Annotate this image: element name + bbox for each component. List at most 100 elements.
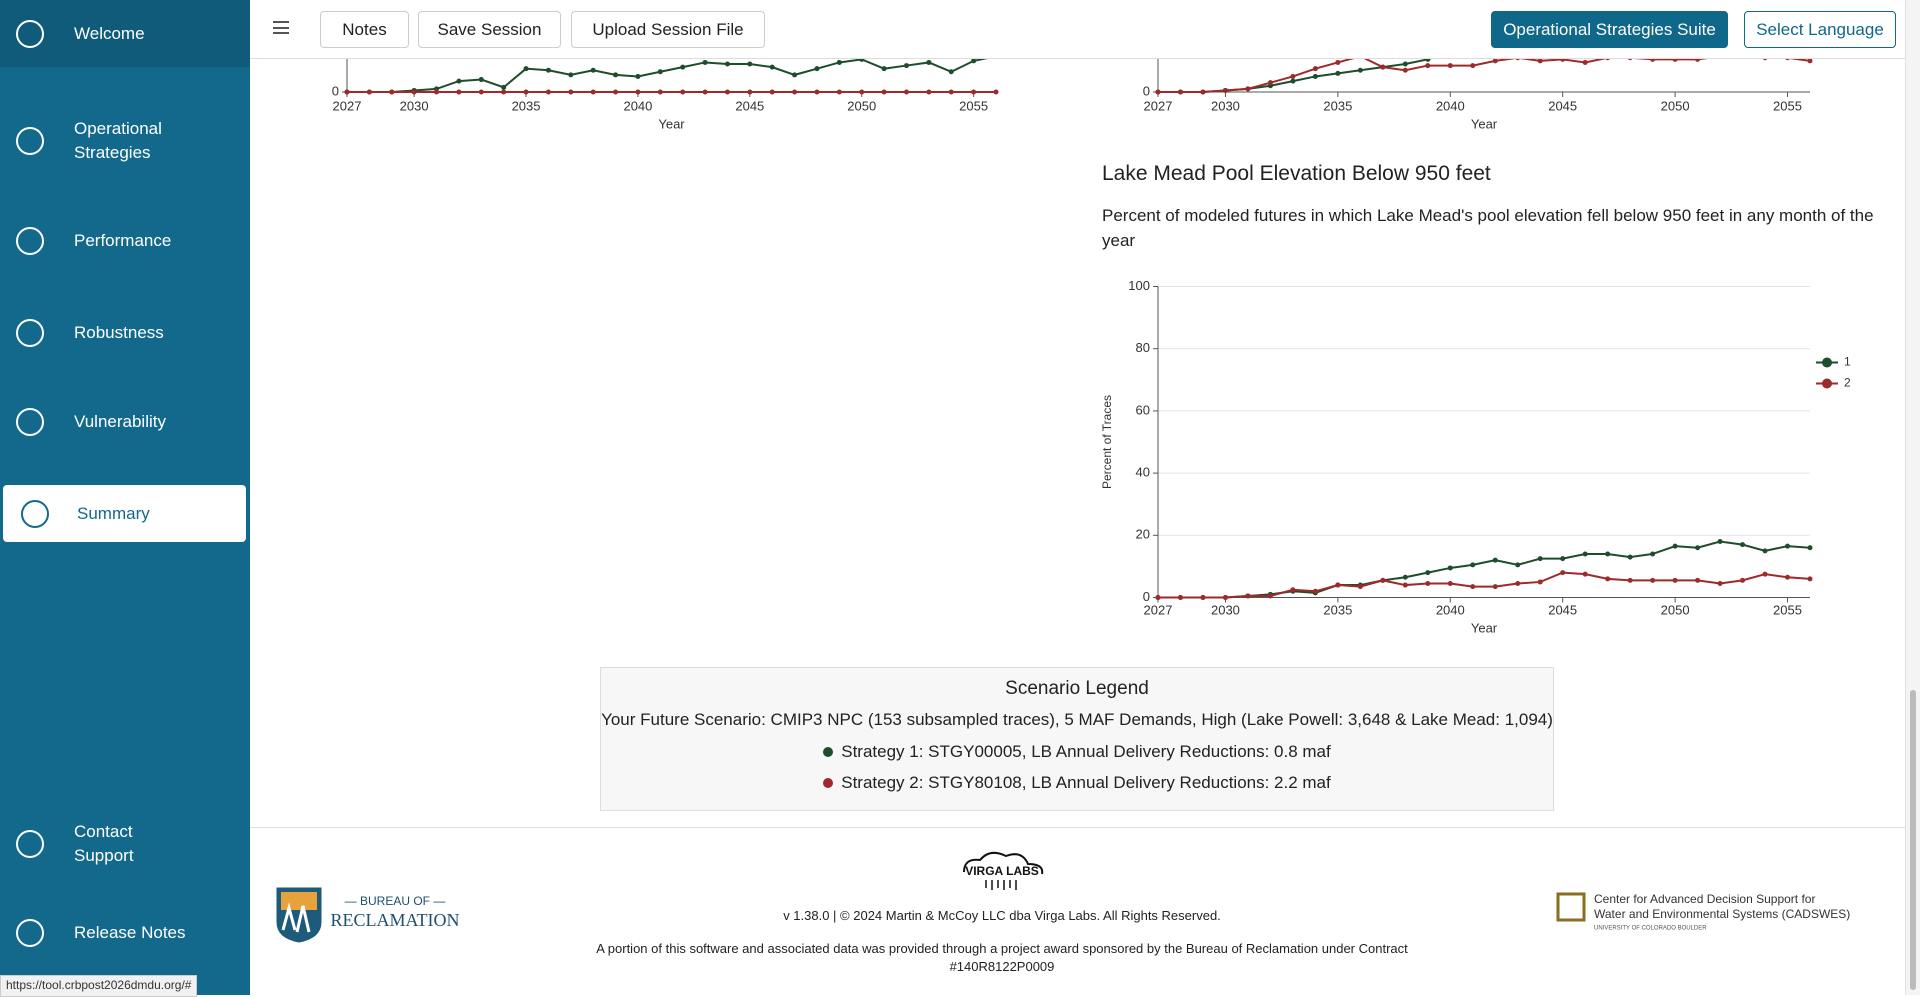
data-point bbox=[1447, 581, 1453, 587]
data-point bbox=[1515, 562, 1521, 568]
y-axis-label: Percent of Traces bbox=[1100, 395, 1114, 489]
x-tick-label: 2035 bbox=[1323, 602, 1352, 617]
data-point bbox=[590, 89, 596, 95]
data-point bbox=[1650, 577, 1656, 583]
data-point bbox=[1740, 577, 1746, 583]
x-tick-label: 2050 bbox=[1661, 602, 1690, 617]
scenario-text: Your Future Scenario: CMIP3 NPC (153 sub… bbox=[601, 710, 1553, 729]
data-point bbox=[1492, 557, 1498, 563]
cadswes-university: UNIVERSITY OF COLORADO BOULDER bbox=[1594, 926, 1707, 932]
cadswes-line: Water and Environmental Systems (CADSWES… bbox=[1594, 907, 1850, 921]
data-point bbox=[434, 89, 440, 95]
data-point bbox=[926, 89, 932, 95]
nav-item[interactable]: Release Notes bbox=[0, 905, 250, 961]
data-point bbox=[1515, 581, 1521, 587]
data-point bbox=[1650, 551, 1656, 557]
x-tick-label: 2045 bbox=[1548, 98, 1577, 113]
data-point bbox=[545, 89, 551, 95]
data-point bbox=[1447, 565, 1453, 571]
nav-label: Contact Support bbox=[74, 822, 134, 865]
x-axis-label: Year bbox=[1471, 116, 1498, 131]
x-axis-label: Year bbox=[658, 116, 685, 131]
data-point bbox=[814, 89, 820, 95]
suite-button[interactable]: Operational Strategies Suite bbox=[1491, 11, 1728, 48]
data-point bbox=[1402, 582, 1408, 588]
data-point bbox=[814, 66, 820, 72]
data-point bbox=[657, 69, 663, 75]
x-tick-label: 2050 bbox=[847, 98, 876, 113]
data-point bbox=[747, 61, 753, 67]
data-point bbox=[389, 89, 395, 95]
data-point bbox=[456, 89, 462, 95]
data-point bbox=[1380, 577, 1386, 583]
y-tick-label: 0 bbox=[1143, 589, 1150, 604]
menu-toggle[interactable] bbox=[273, 21, 289, 34]
data-point bbox=[1290, 587, 1296, 593]
data-point bbox=[1717, 581, 1723, 587]
data-point bbox=[1155, 595, 1161, 600]
series-line bbox=[1158, 571, 1811, 599]
nav-item[interactable]: Vulnerability bbox=[0, 394, 250, 450]
nav-label: Operational Strategies bbox=[74, 119, 162, 162]
x-tick-label: 2055 bbox=[1773, 98, 1802, 113]
data-point bbox=[657, 89, 663, 95]
scroll-thumb[interactable] bbox=[1910, 690, 1916, 990]
nav-item[interactable]: Contact Support bbox=[0, 816, 250, 872]
data-point bbox=[903, 89, 909, 95]
data-point bbox=[836, 89, 842, 95]
nav-item[interactable]: Welcome bbox=[0, 0, 250, 67]
data-point bbox=[1807, 545, 1813, 551]
data-point bbox=[613, 89, 619, 95]
x-tick-label: 2055 bbox=[1773, 602, 1802, 617]
nav-item[interactable]: Operational Strategies bbox=[0, 113, 250, 169]
data-point bbox=[1312, 66, 1318, 72]
y-tick-label: 0 bbox=[1143, 83, 1150, 98]
x-tick-label: 2035 bbox=[1323, 98, 1352, 113]
data-point bbox=[1200, 595, 1206, 600]
data-point bbox=[1402, 61, 1408, 67]
nav-item[interactable]: Robustness bbox=[0, 305, 250, 361]
data-point bbox=[903, 63, 909, 69]
save-session-button[interactable]: Save Session bbox=[418, 11, 561, 48]
nav-item[interactable]: Performance bbox=[0, 213, 250, 269]
data-point bbox=[702, 89, 708, 95]
x-tick-label: 2050 bbox=[1661, 98, 1690, 113]
nav-label: Robustness bbox=[74, 323, 164, 342]
data-point bbox=[478, 89, 484, 95]
language-button[interactable]: Select Language bbox=[1744, 11, 1896, 48]
data-point bbox=[1470, 562, 1476, 568]
strategy-dot bbox=[823, 778, 834, 788]
data-point bbox=[1740, 542, 1746, 548]
data-point bbox=[635, 73, 641, 79]
status-url: https://tool.crbpost2026dmdu.org/# bbox=[0, 975, 198, 997]
data-point bbox=[993, 89, 999, 95]
upload-session-button[interactable]: Upload Session File bbox=[571, 11, 765, 48]
data-point bbox=[523, 89, 529, 95]
data-point bbox=[1447, 63, 1453, 69]
footer: VIRGA LABS v 1.38.0 | © 2024 Martin & Mc… bbox=[250, 827, 1905, 996]
virga-text: VIRGA LABS bbox=[965, 864, 1039, 878]
data-point bbox=[1177, 595, 1183, 600]
x-tick-label: 2027 bbox=[333, 98, 362, 113]
data-point bbox=[836, 59, 842, 65]
data-point bbox=[881, 66, 887, 72]
bureau-top: — BUREAU OF — bbox=[345, 894, 446, 908]
data-point bbox=[501, 89, 507, 95]
data-point bbox=[971, 89, 977, 95]
toolbar: Notes Save Session Upload Session File O… bbox=[250, 0, 1905, 59]
notes-button[interactable]: Notes bbox=[320, 11, 409, 48]
data-point bbox=[1672, 577, 1678, 583]
scrollbar[interactable] bbox=[1905, 0, 1920, 995]
data-point bbox=[1672, 543, 1678, 549]
data-point bbox=[1357, 584, 1363, 590]
data-point bbox=[724, 89, 730, 95]
data-point bbox=[1582, 551, 1588, 557]
data-point bbox=[1425, 570, 1431, 576]
data-point bbox=[1807, 576, 1813, 582]
data-point bbox=[1560, 570, 1566, 576]
nav-item-active[interactable]: Summary bbox=[3, 485, 246, 542]
data-point bbox=[1425, 581, 1431, 587]
x-tick-label: 2040 bbox=[623, 98, 652, 113]
data-point bbox=[1357, 67, 1363, 73]
